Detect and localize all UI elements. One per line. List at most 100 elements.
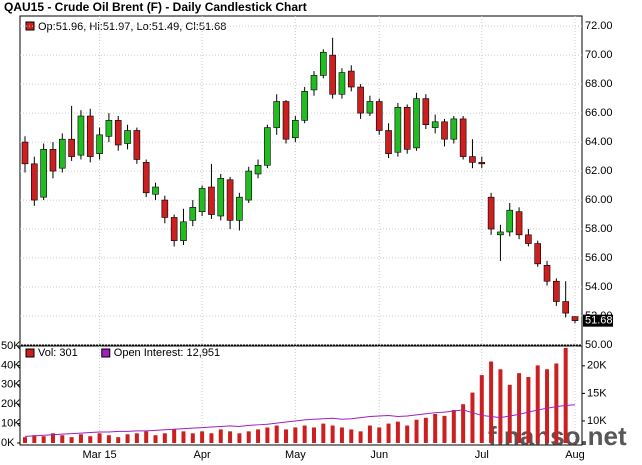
volume-bar xyxy=(125,434,130,443)
candle-body xyxy=(68,138,75,157)
volume-bar xyxy=(470,392,475,443)
volume-bar xyxy=(265,427,270,443)
candle-body xyxy=(217,178,225,217)
volume-bar xyxy=(302,425,307,443)
candle-body xyxy=(254,164,262,175)
price-tag: 51.68 xyxy=(585,315,613,327)
volume-bar xyxy=(367,425,372,443)
volume-bar xyxy=(545,369,550,443)
candle-body xyxy=(506,209,514,233)
candle-body xyxy=(562,301,569,314)
volume-bar xyxy=(386,423,391,443)
y-tick-label: 20K xyxy=(1,398,21,410)
x-tick-label: Jul xyxy=(475,449,489,461)
y-tick-label: 56.00 xyxy=(585,252,613,264)
candle-body xyxy=(347,70,355,88)
y-tick-label: 10K xyxy=(1,418,21,430)
volume-bar xyxy=(162,433,167,443)
candle-body xyxy=(189,207,197,221)
candle-body xyxy=(487,196,495,230)
candle-body xyxy=(320,51,327,76)
candle-body xyxy=(86,115,94,157)
candle-body xyxy=(292,120,299,139)
volume-bar xyxy=(209,433,214,443)
volume-bar xyxy=(78,434,83,443)
candle-body xyxy=(394,107,402,153)
candle-body xyxy=(170,217,178,241)
volume-bar xyxy=(144,431,149,443)
volume-bar xyxy=(517,373,522,443)
volume-bar xyxy=(414,419,419,443)
y-tick-label: 0K xyxy=(1,437,15,449)
volume-bar xyxy=(423,417,428,443)
y-tick-label: 30K xyxy=(1,379,21,391)
volume-bar xyxy=(405,425,410,443)
volume-bar xyxy=(134,433,139,443)
candle-body xyxy=(105,120,113,137)
candle-body xyxy=(422,98,430,126)
volume-bar xyxy=(88,436,93,443)
volume-bar xyxy=(507,384,512,443)
candle-body xyxy=(58,138,66,169)
y-tick-label: 70.00 xyxy=(585,49,613,61)
volume-bar xyxy=(489,361,494,443)
volume-bar xyxy=(50,433,55,443)
y-tick-label: 50.00 xyxy=(585,339,613,351)
candle-body xyxy=(49,149,57,172)
volume-bar xyxy=(274,425,279,443)
price-tag-box xyxy=(583,314,613,327)
volume-bar xyxy=(237,433,242,443)
candle-body xyxy=(366,101,374,114)
volume-bar xyxy=(377,427,382,443)
y-tick-label: 60.00 xyxy=(585,194,613,206)
volume-bar xyxy=(32,435,37,443)
volume-bar xyxy=(228,431,233,443)
candle-body xyxy=(77,115,85,156)
volume-bar xyxy=(330,425,335,443)
candle-body xyxy=(40,149,47,198)
candle-body xyxy=(226,179,234,221)
volume-bar xyxy=(461,404,466,443)
legend-text: Op:51.96, Hi:51.97, Lo:51.49, Cl:51.68 xyxy=(38,21,226,33)
volume-bar xyxy=(190,433,195,443)
candle-body xyxy=(96,134,103,154)
candle-body xyxy=(273,101,280,128)
candle-body xyxy=(114,120,122,146)
candle-body xyxy=(357,86,364,114)
volume-bar xyxy=(339,427,344,443)
candle-body xyxy=(571,316,579,321)
candle-body xyxy=(142,162,150,194)
candle-body xyxy=(385,130,392,154)
candle-body xyxy=(31,163,38,201)
volume-bar xyxy=(293,427,298,443)
candle-body xyxy=(133,130,141,160)
candle-body xyxy=(152,186,159,195)
volume-bar xyxy=(23,437,27,443)
legend-label: Open Interest: 12,951 xyxy=(114,347,220,359)
volume-bar xyxy=(451,410,456,443)
price-panel xyxy=(19,15,583,346)
candle-body xyxy=(329,54,336,95)
candle-body xyxy=(338,72,346,95)
volume-bar xyxy=(433,413,438,443)
volume-bar xyxy=(116,437,121,443)
y-tick-label: 68.00 xyxy=(585,78,613,90)
y-tick-label: 72.00 xyxy=(585,20,613,32)
volume-bar xyxy=(172,429,177,443)
candle-body xyxy=(180,221,187,241)
candle-body xyxy=(450,118,458,140)
x-tick-label: May xyxy=(285,449,306,461)
candle-body xyxy=(534,243,542,265)
volume-bar xyxy=(349,429,354,443)
volume-bar xyxy=(60,435,65,443)
volume-bar xyxy=(395,421,400,443)
candle-body xyxy=(543,264,551,282)
volume-bar xyxy=(563,347,568,443)
y-tick-label: 64.00 xyxy=(585,136,613,148)
volume-bar xyxy=(218,429,223,443)
y-tick-label: 62.00 xyxy=(585,165,613,177)
volume-bar xyxy=(153,435,158,443)
candle-body xyxy=(459,118,467,157)
volume-bar xyxy=(311,427,316,443)
